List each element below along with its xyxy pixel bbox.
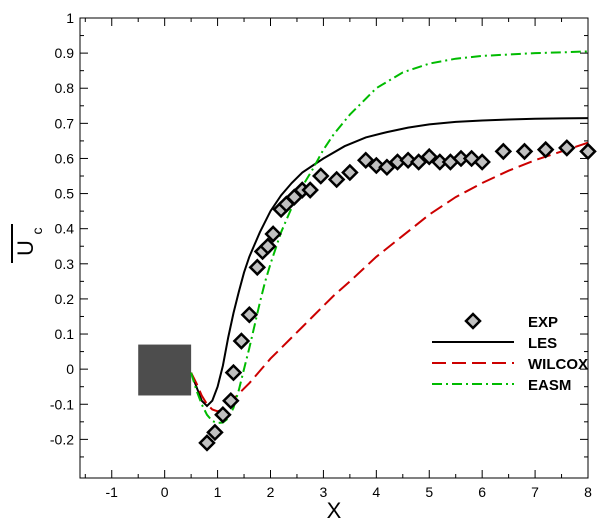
legend-label-wilcox: WILCOX — [528, 356, 588, 373]
y-tick-label: 0.3 — [55, 256, 75, 272]
data-point-exp — [224, 363, 243, 382]
data-point-exp — [264, 225, 282, 243]
legend-label-easm: EASM — [528, 377, 571, 394]
data-point-exp — [232, 332, 251, 350]
legend-swatch-exp — [464, 312, 482, 330]
data-point-exp — [356, 151, 375, 169]
x-tick-label: 6 — [478, 484, 486, 500]
y-tick-label: -0.2 — [50, 431, 74, 447]
x-tick-label: 1 — [214, 484, 222, 500]
data-point-exp — [515, 142, 534, 161]
series-line-easm — [190, 50, 589, 424]
x-tick-label: 2 — [267, 484, 275, 500]
y-tick-label: 0.1 — [55, 326, 75, 342]
y-tick-label: 0.9 — [55, 45, 75, 61]
data-point-exp — [327, 170, 346, 189]
x-tick-label: -1 — [106, 484, 119, 500]
data-point-exp — [222, 391, 240, 410]
data-point-exp — [579, 142, 597, 161]
data-point-exp — [301, 181, 319, 199]
x-tick-label: 0 — [161, 484, 169, 500]
data-point-exp — [240, 305, 259, 324]
y-tick-label: 0.2 — [55, 291, 75, 307]
series-line-wilcox — [190, 141, 589, 413]
data-point-exp — [341, 163, 359, 182]
data-point-exp — [409, 153, 428, 171]
y-axis-title-main: U — [13, 240, 38, 256]
data-point-exp — [248, 258, 267, 277]
y-tick-label: 0.5 — [55, 186, 75, 202]
plot-frame — [79, 17, 589, 479]
data-point-exp — [473, 153, 491, 171]
y-tick-label: 0.8 — [55, 80, 75, 96]
legend-label-exp: EXP — [528, 314, 558, 331]
data-point-exp — [494, 142, 513, 161]
legend-label-les: LES — [528, 335, 557, 352]
obstacle-block — [138, 344, 192, 396]
data-point-exp — [206, 423, 224, 442]
y-axis-title: U c — [11, 224, 45, 263]
x-tick-label: 5 — [425, 484, 433, 500]
data-point-exp — [378, 158, 396, 177]
y-tick-label: 0.4 — [55, 221, 75, 237]
series-line-les — [190, 117, 589, 408]
x-tick-label: 4 — [372, 484, 380, 500]
x-axis-title: X — [327, 498, 342, 523]
x-tick-label: 3 — [320, 484, 328, 500]
y-axis-title-subscript: c — [29, 228, 45, 235]
x-tick-label: 8 — [584, 484, 592, 500]
x-tick-label: 7 — [531, 484, 539, 500]
data-point-exp — [420, 147, 439, 166]
data-point-exp — [558, 139, 576, 157]
data-point-exp — [536, 140, 555, 159]
data-point-exp — [399, 151, 417, 169]
y-tick-label: 0.7 — [55, 115, 75, 131]
y-tick-label: 0 — [66, 361, 74, 377]
y-tick-label: -0.1 — [50, 396, 74, 412]
y-tick-label: 0.6 — [55, 150, 75, 166]
data-point-exp — [312, 167, 330, 185]
data-point-exp — [214, 406, 232, 424]
data-point-exp — [198, 434, 216, 452]
data-point-exp — [367, 156, 386, 175]
y-tick-label: 1 — [66, 10, 74, 26]
data-point-exp — [259, 237, 277, 256]
